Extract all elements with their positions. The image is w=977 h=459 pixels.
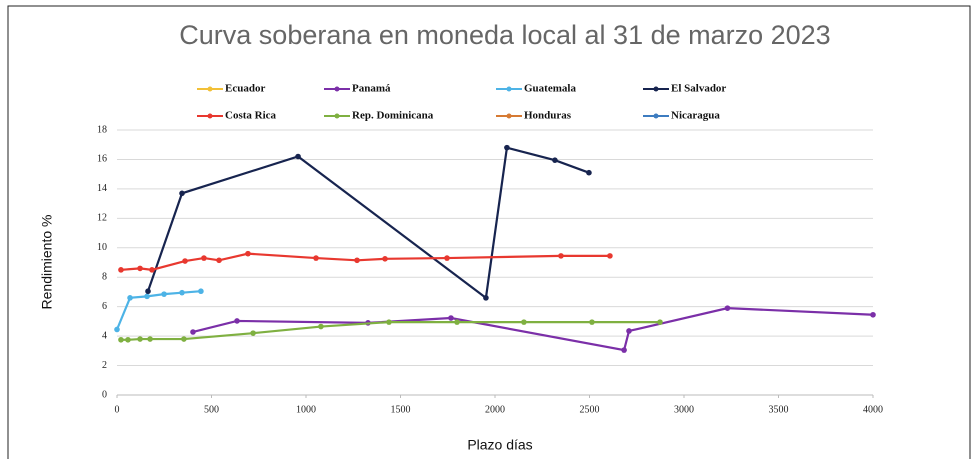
y-tick-label: 18 — [97, 124, 107, 135]
legend-label: El Salvador — [671, 83, 726, 95]
y-tick-label: 12 — [97, 213, 107, 224]
legend-marker — [506, 86, 512, 92]
data-point — [114, 326, 120, 333]
x-tick-label: 500 — [204, 404, 219, 415]
x-tick-label: 0 — [115, 404, 120, 415]
data-point — [161, 291, 167, 297]
y-tick-label: 8 — [102, 272, 107, 283]
data-point — [558, 253, 564, 259]
y-tick-label: 6 — [102, 301, 107, 312]
x-axis-label: Plazo días — [467, 437, 532, 453]
y-axis-label: Rendimiento % — [39, 215, 55, 310]
data-point — [444, 255, 450, 261]
chart-title: Curva soberana en moneda local al 31 de … — [179, 20, 830, 50]
data-point — [118, 336, 124, 343]
data-point — [318, 323, 324, 330]
data-point — [179, 190, 185, 197]
legend-label: Nicaragua — [671, 110, 720, 122]
x-tick-label: 1000 — [296, 404, 316, 415]
legend-label: Ecuador — [225, 83, 265, 95]
data-point — [870, 311, 876, 318]
legend-marker — [207, 86, 213, 92]
data-point — [621, 347, 627, 353]
x-tick-label: 2500 — [580, 404, 600, 415]
data-point — [657, 319, 663, 325]
data-point — [607, 253, 613, 259]
x-tick-label: 1500 — [391, 404, 411, 415]
legend-marker — [653, 86, 659, 92]
series-line — [115, 290, 202, 330]
legend-label: Panamá — [352, 83, 391, 95]
data-point — [145, 288, 151, 295]
x-tick-label: 4000 — [863, 404, 883, 415]
data-point — [137, 336, 143, 342]
data-point — [504, 144, 510, 151]
data-point — [118, 267, 124, 273]
data-point — [216, 257, 222, 264]
legend-marker — [653, 113, 659, 119]
data-point — [250, 330, 256, 336]
data-point — [724, 305, 731, 311]
data-point — [386, 319, 392, 325]
data-point — [181, 336, 187, 342]
data-point — [586, 169, 592, 176]
data-point — [127, 295, 133, 301]
y-tick-label: 16 — [97, 154, 107, 165]
data-point — [521, 319, 527, 325]
data-point — [144, 293, 150, 300]
data-point — [382, 256, 388, 262]
x-tick-label: 3500 — [769, 404, 789, 415]
data-point — [589, 319, 595, 325]
data-point — [182, 258, 188, 264]
data-point — [137, 265, 143, 272]
y-tick-label: 4 — [102, 330, 107, 341]
legend-label: Costa Rica — [225, 110, 277, 122]
series-line — [192, 307, 874, 352]
y-tick-label: 2 — [102, 360, 107, 371]
y-tick-label: 0 — [102, 389, 107, 400]
data-point — [125, 336, 131, 343]
data-point — [147, 336, 153, 342]
frame — [7, 5, 971, 459]
x-tick-label: 3000 — [674, 404, 694, 415]
data-point — [149, 267, 155, 273]
data-point — [454, 319, 460, 325]
data-point — [552, 157, 558, 163]
data-point — [179, 289, 185, 296]
data-point — [354, 257, 360, 264]
legend-label: Rep. Dominicana — [352, 110, 434, 122]
x-tick-label: 2000 — [485, 404, 505, 415]
data-point — [234, 318, 240, 324]
legend-label: Honduras — [524, 110, 572, 122]
data-point — [198, 288, 204, 295]
data-point — [201, 255, 207, 261]
data-point — [190, 329, 196, 335]
data-point — [483, 295, 489, 301]
data-point — [313, 255, 319, 261]
legend-label: Guatemala — [524, 83, 576, 95]
y-tick-label: 14 — [97, 183, 107, 194]
legend-marker — [334, 113, 340, 119]
data-point — [448, 315, 454, 321]
y-tick-label: 10 — [97, 242, 107, 253]
data-point — [626, 328, 632, 334]
legend-marker — [334, 86, 340, 92]
legend-marker — [207, 113, 213, 119]
data-point — [245, 250, 251, 257]
data-point — [295, 153, 301, 160]
legend-marker — [506, 113, 512, 119]
